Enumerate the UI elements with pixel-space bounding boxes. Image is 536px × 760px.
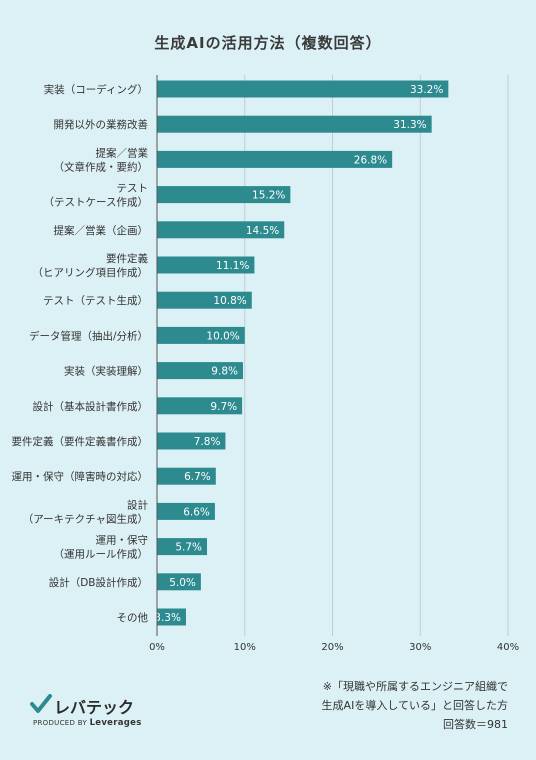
note-line-2: 生成AIを導入している」と回答した方 — [321, 699, 508, 712]
bar — [157, 186, 291, 204]
bar-value-label: 15.2% — [252, 190, 285, 202]
bar-value-label: 7.8% — [194, 436, 221, 448]
x-tick-label: 0% — [149, 642, 165, 653]
category-label: テスト（テストケース作成） — [44, 183, 148, 209]
category-label: 提案／営業（文章作成・要約） — [54, 146, 149, 173]
bar-value-label: 5.0% — [169, 577, 196, 589]
checkmark-icon — [30, 694, 52, 713]
category-label: 提案／営業（企画） — [54, 224, 149, 237]
logo-produced-by-text: PRODUCED BY — [33, 719, 88, 727]
survey-note: ※「現職や所属するエンジニア組織で 生成AIを導入している」と回答した方 回答数… — [248, 677, 508, 734]
bar-value-label: 33.2% — [410, 84, 443, 96]
bar — [157, 467, 216, 485]
note-line-3: 回答数＝981 — [443, 718, 508, 731]
x-tick-label: 10% — [234, 642, 256, 653]
bar — [157, 291, 252, 309]
category-label: データ管理（抽出/分析） — [29, 329, 148, 342]
bar — [157, 150, 393, 168]
category-label: 設計（DB設計作成） — [49, 576, 148, 589]
category-label: 設計（基本設計書作成） — [33, 400, 149, 413]
logo-company: Leverages — [89, 718, 142, 728]
category-label: 開発以外の業務改善 — [54, 118, 149, 131]
logo-produced-by: PRODUCED BY Leverages — [33, 718, 142, 728]
bar — [157, 538, 208, 556]
bar — [157, 573, 201, 591]
bar-value-label: 10.0% — [206, 330, 239, 342]
bar-value-label: 9.8% — [211, 366, 238, 378]
bar — [157, 80, 449, 98]
bar — [157, 608, 186, 626]
bar — [157, 502, 215, 520]
bar-value-label: 14.5% — [246, 225, 279, 237]
note-line-1: ※「現職や所属するエンジニア組織で — [322, 680, 508, 693]
category-label: テスト（テスト生成） — [43, 294, 148, 307]
bar-value-label: 11.1% — [216, 260, 249, 272]
category-label: その他 — [117, 611, 149, 624]
bar — [157, 432, 226, 450]
levtech-logo: レバテック PRODUCED BY Leverages — [30, 694, 170, 734]
category-label: 設計（アーキテクチャ図生成） — [23, 498, 149, 525]
bar-value-label: 6.7% — [184, 471, 211, 483]
category-label: 実装（コーディング） — [44, 83, 148, 96]
bar-value-label: 31.3% — [393, 119, 426, 131]
bar-value-label: 6.6% — [183, 506, 210, 518]
bar — [157, 256, 255, 274]
x-tick-label: 40% — [497, 642, 519, 653]
logo-name: レバテック — [54, 698, 135, 717]
category-label: 要件定義（要件定義書作成） — [12, 435, 149, 448]
bar — [157, 326, 245, 344]
bar-value-label: 9.7% — [210, 401, 237, 413]
category-label: 実装（実装理解） — [64, 365, 148, 378]
bar — [157, 221, 285, 239]
bar-value-label: 26.8% — [354, 154, 387, 166]
category-label: 運用・保守（運用ルール作成） — [54, 534, 149, 561]
bar-value-label: 10.8% — [213, 295, 246, 307]
category-label: 要件定義（ヒアリング項目作成） — [33, 252, 149, 279]
bar — [157, 362, 243, 380]
bar-chart: 33.2% 実装（コーディング） 31.3% 開発以外の業務改善 26.8% 提案／営業（… — [12, 75, 519, 653]
bar — [157, 115, 432, 133]
bar — [157, 397, 243, 415]
x-tick-label: 20% — [321, 642, 343, 653]
category-label: 運用・保守（障害時の対応） — [12, 470, 149, 483]
bar-value-label: 3.3% — [154, 612, 181, 624]
bar-value-label: 5.7% — [175, 542, 202, 554]
x-tick-label: 30% — [409, 642, 431, 653]
chart-title: 生成AIの活用方法（複数回答） — [154, 34, 382, 52]
